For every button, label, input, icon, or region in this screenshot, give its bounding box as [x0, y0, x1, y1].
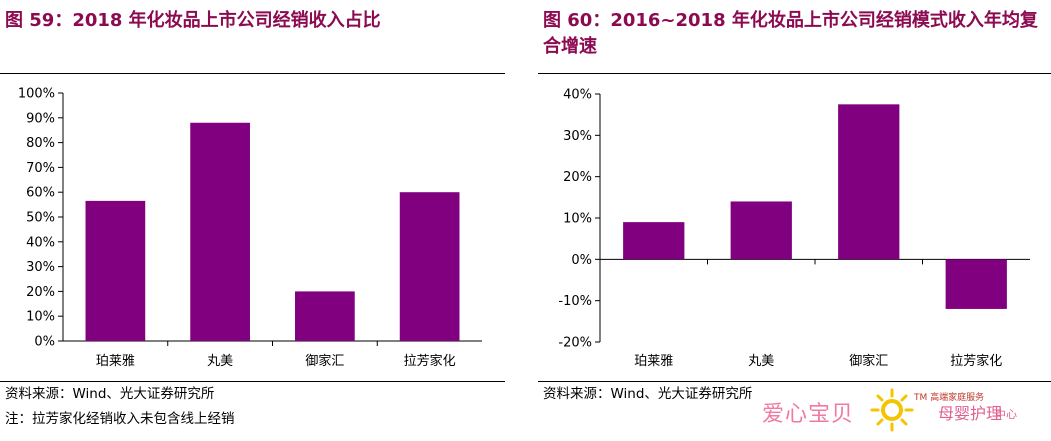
- title-rule-right: [538, 73, 1051, 74]
- y-tick-label: 70%: [26, 161, 55, 176]
- x-category-label: 御家汇: [305, 353, 344, 369]
- bar-1: [623, 222, 685, 260]
- y-tick-label: 30%: [563, 129, 592, 144]
- bar-4: [399, 192, 460, 341]
- x-category-label: 拉芳家化: [950, 353, 1002, 369]
- bar-1: [85, 200, 146, 341]
- sun-logo-icon: [870, 388, 914, 432]
- chart-panel-right: 图 60：2016~2018 年化妆品上市公司经销模式收入年均复合增速 -20%…: [538, 0, 1051, 441]
- y-tick-label: -20%: [558, 336, 592, 351]
- bar-chart-left: 0% 10% 20% 30% 40% 50% 60% 70% 80% 90% 100% 珀莱雅 丸美 御家…: [18, 87, 482, 369]
- y-tick-label: 20%: [563, 170, 592, 185]
- watermark-service: 母婴护理: [938, 404, 1003, 423]
- source-rule-right: [538, 381, 1051, 382]
- y-tick-label: -10%: [558, 294, 592, 309]
- bar-2: [730, 201, 792, 260]
- x-category-label: 珀莱雅: [96, 354, 135, 369]
- watermark-service-suffix: 中心: [995, 408, 1017, 421]
- x-category-label: 丸美: [207, 354, 233, 369]
- y-tick-label: 60%: [26, 186, 55, 201]
- y-tick-label: 0%: [571, 253, 592, 268]
- y-tick-label: 80%: [26, 136, 55, 151]
- y-tick-label: 10%: [26, 310, 55, 325]
- watermark-logo: 爱心宝贝 TM 高端家庭服务 母婴护理 中心: [762, 384, 1051, 441]
- y-tick-label: 100%: [18, 87, 55, 102]
- y-tick-label: 10%: [563, 212, 592, 227]
- source-note-left: 资料来源：Wind、光大证券研究所: [5, 386, 215, 402]
- y-tick-label: 30%: [26, 260, 55, 275]
- watermark-tm: TM 高端家庭服务: [914, 393, 985, 403]
- footnote-left: 注：拉芳家化经销收入未包含线上经销: [5, 411, 235, 427]
- source-rule-left: [0, 381, 505, 382]
- bar-4: [945, 259, 1007, 309]
- chart-title-left: 图 59：2018 年化妆品上市公司经销收入占比: [5, 10, 381, 31]
- bar-3: [295, 291, 355, 341]
- watermark-brand: 爱心宝贝: [762, 402, 855, 427]
- x-category-label: 丸美: [748, 354, 774, 369]
- y-tick-label: 90%: [26, 111, 55, 126]
- y-tick-label: 40%: [26, 235, 55, 250]
- bar-chart-right: -20% -10% 0% 10% 20% 30% 40% 珀莱雅 丸美 御家汇 拉芳家化: [558, 88, 1030, 369]
- x-category-label: 珀莱雅: [634, 354, 673, 369]
- y-tick-label: 20%: [26, 285, 55, 300]
- title-rule-left: [0, 73, 505, 74]
- chart-panel-left: 图 59：2018 年化妆品上市公司经销收入占比 0% 10% 20% 30% 40% 5…: [0, 0, 505, 441]
- y-tick-label: 50%: [26, 211, 55, 226]
- y-tick-label: 40%: [563, 88, 592, 103]
- bar-3: [838, 104, 900, 260]
- x-category-label: 御家汇: [849, 353, 888, 369]
- bar-2: [190, 122, 250, 341]
- chart-title-right: 图 60：2016~2018 年化妆品上市公司经销模式收入年均复合增速: [543, 10, 1038, 57]
- y-tick-label: 0%: [34, 335, 55, 350]
- x-category-label: 拉芳家化: [404, 353, 456, 369]
- source-note-right: 资料来源：Wind、光大证券研究所: [543, 386, 753, 402]
